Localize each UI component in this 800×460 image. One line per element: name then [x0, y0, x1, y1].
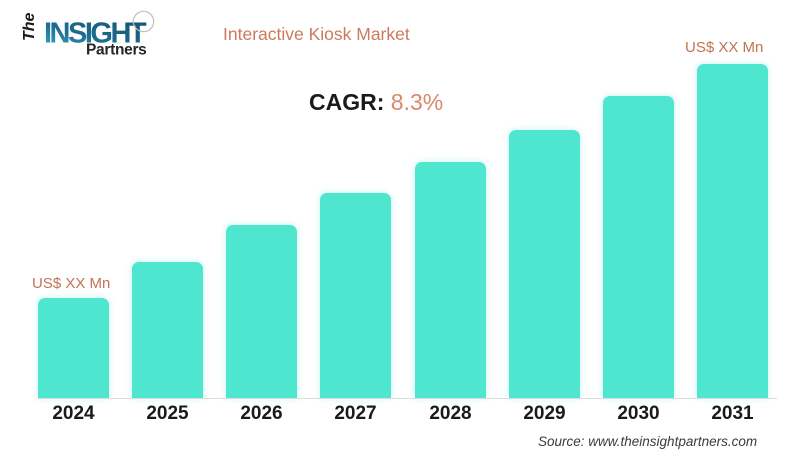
- svg-text:The: The: [21, 12, 38, 41]
- svg-text:Partners: Partners: [86, 42, 147, 59]
